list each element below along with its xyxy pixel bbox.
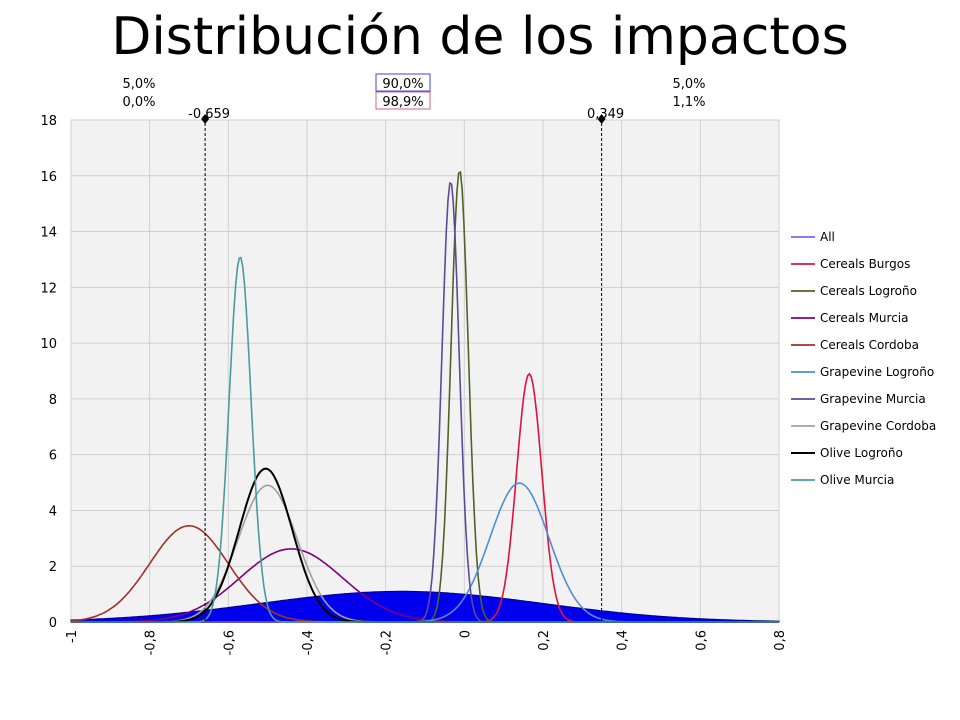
y-tick-label: 10 bbox=[40, 337, 57, 352]
y-tick-label: 4 bbox=[49, 504, 57, 519]
x-tick-label: -0,6 bbox=[222, 630, 237, 655]
y-axis-labels: 0 2 4 6 8 10 12 14 16 18 bbox=[40, 114, 57, 631]
series-layer bbox=[70, 170, 779, 623]
y-tick-label: 2 bbox=[49, 560, 57, 575]
pct-left-1: 5,0% bbox=[122, 77, 155, 92]
legend-entry: Grapevine Murcia bbox=[820, 392, 926, 406]
x-tick-label: -1 bbox=[65, 630, 80, 643]
legend-entry: Cereals Burgos bbox=[820, 257, 910, 271]
pct-center-1: 90,0% bbox=[382, 77, 423, 92]
series-olive-murcia-line bbox=[71, 256, 779, 623]
gridlines bbox=[71, 120, 779, 622]
x-tick-label: 0,8 bbox=[773, 630, 788, 651]
marker-label-right: 0,349 bbox=[587, 107, 624, 122]
plot-area bbox=[70, 119, 780, 623]
x-tick-label: -0,2 bbox=[380, 630, 395, 655]
x-tick-label: 0,2 bbox=[537, 630, 552, 651]
marker-layer: -0,659 0,349 bbox=[188, 107, 624, 622]
pct-center-box-1 bbox=[375, 73, 431, 92]
y-tick-label: 8 bbox=[49, 393, 57, 408]
legend-entry: Olive Murcia bbox=[820, 473, 894, 487]
x-tick-label: -0,4 bbox=[301, 630, 316, 655]
chart-title: Distribución de los impactos bbox=[111, 7, 849, 67]
legend-entry: Cereals Cordoba bbox=[820, 338, 919, 352]
marker-handle-right[interactable] bbox=[597, 114, 606, 124]
x-tick-label: 0,4 bbox=[616, 630, 631, 651]
x-tick-label: 0 bbox=[458, 630, 473, 638]
legend-entry: Cereals Murcia bbox=[820, 311, 908, 325]
x-axis-labels: -1 -0,8 -0,6 -0,4 -0,2 0 0,2 0,4 0,6 0,8 bbox=[65, 630, 788, 655]
pct-center-box-2 bbox=[375, 91, 431, 110]
legend: All Cereals Burgos Cereals Logroño Cereals … bbox=[791, 230, 936, 487]
marker-handle-left[interactable] bbox=[201, 114, 210, 124]
pct-center-2: 98,9% bbox=[382, 95, 423, 110]
legend-entry: Olive Logroño bbox=[820, 446, 903, 460]
legend-entry: Grapevine Logroño bbox=[820, 365, 934, 379]
pct-left-2: 0,0% bbox=[122, 95, 155, 110]
x-tick-label: -0,8 bbox=[144, 630, 159, 655]
marker-label-left: -0,659 bbox=[188, 107, 230, 122]
legend-entry: Grapevine Cordoba bbox=[820, 419, 936, 433]
pct-right-2: 1,1% bbox=[672, 95, 705, 110]
y-tick-label: 14 bbox=[40, 226, 57, 241]
y-tick-label: 6 bbox=[49, 449, 57, 464]
y-tick-label: 0 bbox=[49, 616, 57, 631]
pct-right-1: 5,0% bbox=[672, 77, 705, 92]
x-tick-label: 0,6 bbox=[694, 630, 709, 651]
legend-entry: Cereals Logroño bbox=[820, 284, 917, 298]
y-tick-label: 12 bbox=[40, 281, 57, 296]
percent-labels: 5,0% 0,0% 90,0% 98,9% 5,0% 1,1% bbox=[122, 73, 706, 110]
y-tick-label: 18 bbox=[40, 114, 57, 129]
legend-entry: All bbox=[820, 230, 835, 244]
y-tick-label: 16 bbox=[40, 170, 57, 185]
